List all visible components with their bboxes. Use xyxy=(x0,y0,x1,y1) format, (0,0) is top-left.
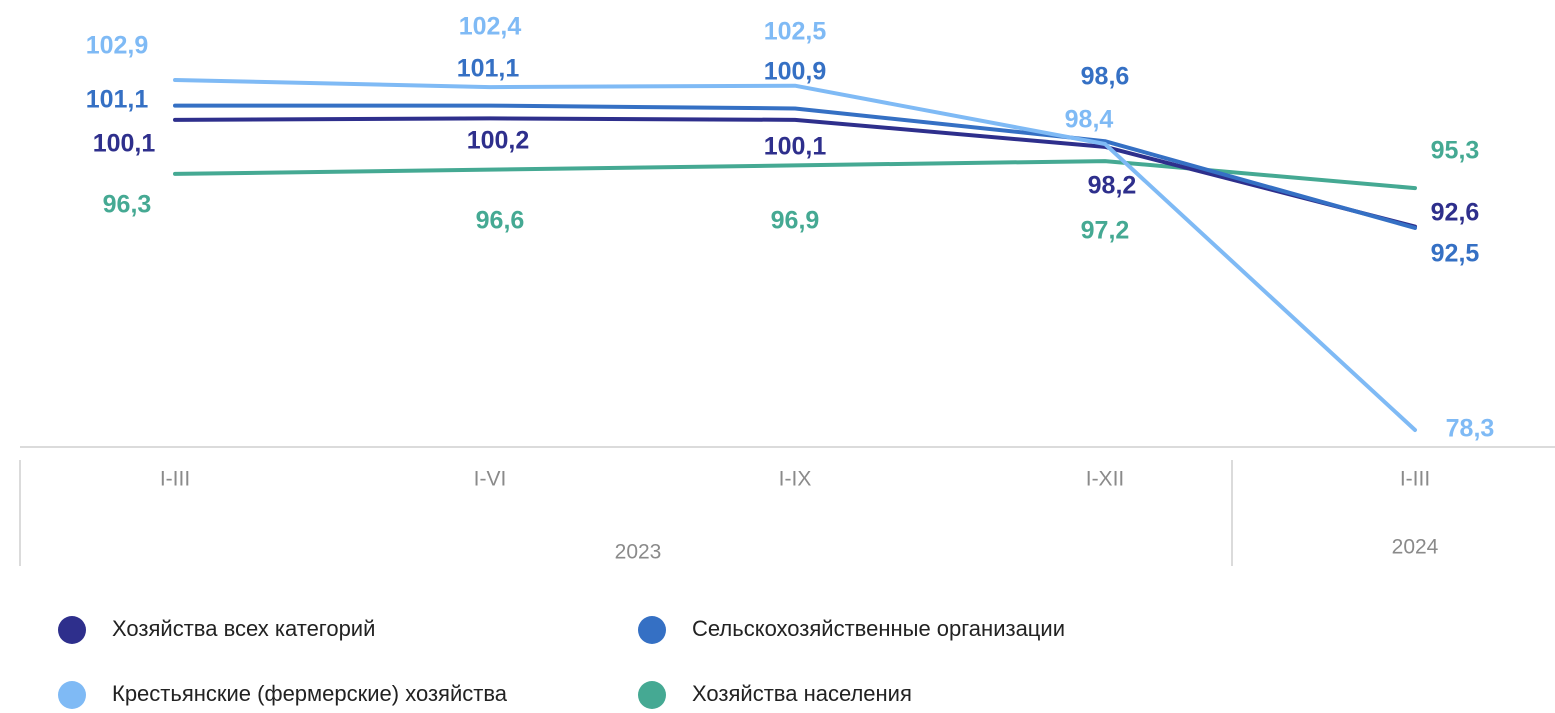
x-tick-label: I-XII xyxy=(1086,468,1125,491)
data-label: 97,2 xyxy=(1081,217,1130,245)
data-label: 100,1 xyxy=(93,130,156,158)
legend-label: Крестьянские (фермерские) хозяйства xyxy=(112,681,508,706)
legend-label: Хозяйства всех категорий xyxy=(112,616,375,641)
legend-marker xyxy=(58,681,86,709)
data-label: 102,4 xyxy=(459,13,522,41)
group-label: 2024 xyxy=(1392,536,1439,559)
data-label: 100,1 xyxy=(764,133,827,161)
legend-label: Сельскохозяйственные организации xyxy=(692,616,1065,641)
data-label: 98,2 xyxy=(1088,172,1137,200)
data-label: 102,9 xyxy=(86,32,149,60)
data-label: 100,2 xyxy=(467,127,530,155)
data-label: 92,5 xyxy=(1431,240,1480,268)
data-label: 78,3 xyxy=(1446,415,1495,443)
legend-marker xyxy=(638,681,666,709)
x-tick-label: I-IX xyxy=(779,468,812,491)
data-label: 96,6 xyxy=(476,207,525,235)
data-label: 102,5 xyxy=(764,18,827,46)
data-label: 101,1 xyxy=(457,55,520,83)
legend-marker xyxy=(638,616,666,644)
series-line xyxy=(173,78,1417,432)
data-label: 98,6 xyxy=(1081,63,1130,91)
data-label: 100,9 xyxy=(764,58,827,86)
legend-label: Хозяйства населения xyxy=(692,681,912,706)
data-label: 92,6 xyxy=(1431,199,1480,227)
series-line xyxy=(173,103,1417,230)
x-tick-label: I-III xyxy=(1400,468,1430,491)
data-label: 98,4 xyxy=(1065,106,1114,134)
x-tick-label: I-III xyxy=(160,468,190,491)
group-label: 2023 xyxy=(615,541,662,564)
data-label: 96,3 xyxy=(103,191,152,219)
legend-marker xyxy=(58,616,86,644)
data-label: 95,3 xyxy=(1431,137,1480,165)
x-tick-label: I-VI xyxy=(474,468,507,491)
data-label: 96,9 xyxy=(771,207,820,235)
data-label: 101,1 xyxy=(86,86,149,114)
series-line xyxy=(173,116,1417,229)
